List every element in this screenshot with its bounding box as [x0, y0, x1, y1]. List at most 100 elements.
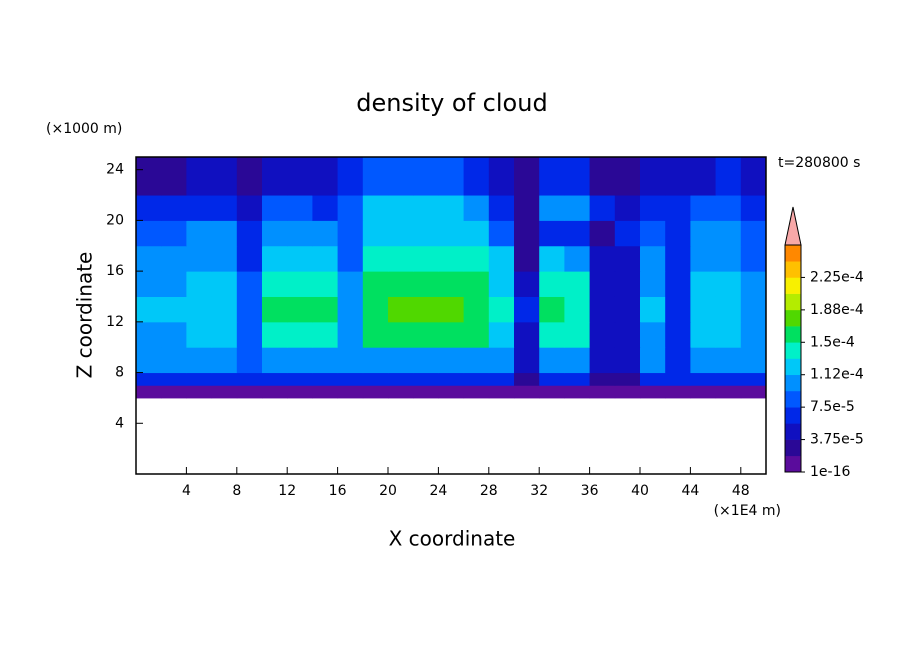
- x-tick-label: 48: [732, 483, 750, 499]
- field-cell: [715, 271, 742, 297]
- field-cell: [715, 321, 742, 348]
- field-cell: [236, 195, 263, 221]
- field-cell: [488, 195, 515, 221]
- field-cell: [640, 347, 666, 374]
- field-cell: [388, 385, 414, 399]
- field-cell: [715, 220, 742, 247]
- field-cell: [514, 157, 540, 196]
- field-cell: [211, 220, 238, 247]
- field-cell: [564, 321, 591, 348]
- field-cell: [589, 271, 616, 297]
- field-cell: [488, 372, 515, 386]
- field-cell: [262, 296, 288, 323]
- field-cell: [715, 296, 742, 323]
- field-cell: [186, 220, 213, 247]
- field-cell: [715, 372, 742, 386]
- field-cell: [665, 220, 691, 247]
- field-cell: [740, 347, 767, 374]
- field-cell: [262, 245, 288, 272]
- field-cell: [312, 220, 339, 247]
- field-cell: [236, 296, 263, 323]
- field-cell: [136, 157, 162, 196]
- field-cell: [614, 296, 641, 323]
- y-tick-label: 24: [106, 162, 124, 178]
- field-cell: [337, 296, 364, 323]
- field-cell: [589, 296, 616, 323]
- field-cell: [362, 372, 389, 386]
- field-cell: [514, 220, 540, 247]
- field-cell: [665, 321, 691, 348]
- field-cell: [463, 321, 490, 348]
- field-cell: [614, 245, 641, 272]
- field-cell: [362, 157, 389, 196]
- field-cell: [161, 372, 187, 386]
- x-unit: (×1E4 m): [714, 503, 781, 519]
- field-cell: [362, 245, 389, 272]
- field-cell: [690, 220, 717, 247]
- field-cell: [388, 245, 414, 272]
- field-cell: [262, 195, 288, 221]
- field-cell: [388, 347, 414, 374]
- field-cell: [312, 195, 339, 221]
- field-cell: [337, 195, 364, 221]
- field-cell: [438, 372, 465, 386]
- field-cell: [211, 347, 238, 374]
- colorbar-band: [785, 309, 801, 327]
- field-cell: [186, 271, 213, 297]
- field-cell: [211, 385, 238, 399]
- field-cell: [337, 271, 364, 297]
- field-cell: [564, 195, 591, 221]
- field-cell: [438, 385, 465, 399]
- field-cell: [211, 296, 238, 323]
- field-cell: [312, 385, 339, 399]
- field-cell: [463, 220, 490, 247]
- colorbar-band: [785, 261, 801, 278]
- field-cell: [539, 220, 565, 247]
- field-cell: [136, 271, 162, 297]
- field-cell: [312, 296, 339, 323]
- field-cell: [614, 385, 641, 399]
- y-tick-label: 16: [106, 263, 124, 279]
- field-cell: [614, 347, 641, 374]
- field-cell: [665, 385, 691, 399]
- field-cell: [640, 372, 666, 386]
- colorbar-tick-label: 1.12e-4: [810, 367, 864, 383]
- field-cell: [186, 245, 213, 272]
- field-cell: [211, 271, 238, 297]
- field-cell: [362, 385, 389, 399]
- field-cell: [740, 385, 767, 399]
- x-tick-label: 40: [631, 483, 649, 499]
- field-cell: [337, 321, 364, 348]
- field-cell: [413, 245, 439, 272]
- field-cell: [262, 385, 288, 399]
- field-cell: [388, 195, 414, 221]
- field-cell: [640, 271, 666, 297]
- field-cell: [388, 372, 414, 386]
- field-cell: [236, 157, 263, 196]
- field-cell: [388, 220, 414, 247]
- colorbar-band: [785, 326, 801, 343]
- field-cell: [640, 220, 666, 247]
- field-cell: [362, 195, 389, 221]
- field-cell: [715, 195, 742, 221]
- field-cell: [312, 245, 339, 272]
- field-cell: [438, 245, 465, 272]
- field-cell: [262, 347, 288, 374]
- x-axis-label: X coordinate: [389, 527, 516, 551]
- field-cell: [312, 157, 339, 196]
- y-axis-label: Z coordinate: [73, 252, 97, 379]
- field-cell: [614, 195, 641, 221]
- field-cell: [715, 245, 742, 272]
- field-cell: [665, 372, 691, 386]
- field-cell: [665, 347, 691, 374]
- field-cell: [211, 157, 238, 196]
- field-cell: [438, 321, 465, 348]
- field-cell: [186, 157, 213, 196]
- field-cell: [690, 271, 717, 297]
- field-cell: [413, 220, 439, 247]
- field-cell: [614, 372, 641, 386]
- field-cell: [514, 245, 540, 272]
- plot-frame: [135, 156, 767, 475]
- field-cell: [362, 220, 389, 247]
- field-cell: [312, 271, 339, 297]
